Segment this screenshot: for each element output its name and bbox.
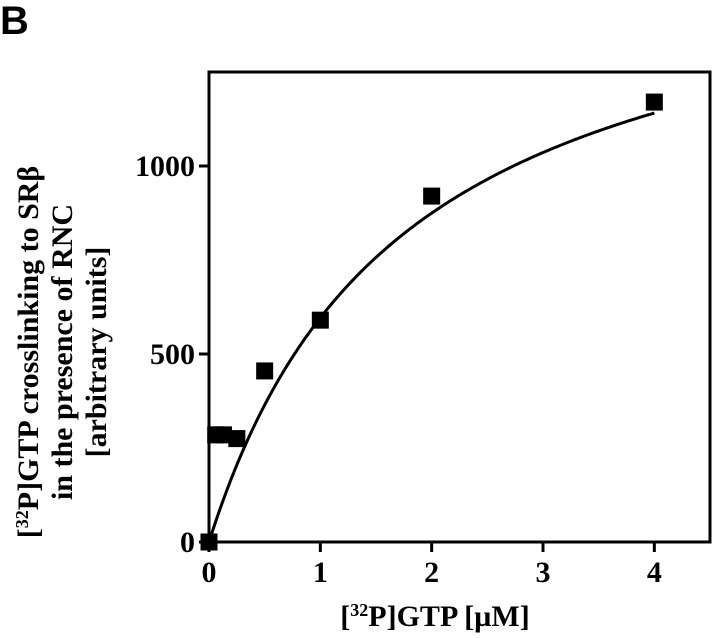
y-axis-label-line2: in the presence of RNC xyxy=(46,204,79,500)
data-point xyxy=(228,430,246,448)
y-axis-label-line3: [arbitrary units] xyxy=(80,247,113,458)
fit-curve xyxy=(207,111,655,543)
y-axis-label-line1: [32P]GTP crosslinking to SRβ xyxy=(12,166,45,538)
plot-area: 0 1 2 3 4 0 500 1000 xyxy=(135,70,712,589)
data-point xyxy=(311,311,329,329)
x-tick-label: 2 xyxy=(424,556,439,589)
data-point xyxy=(214,426,232,444)
data-point xyxy=(256,362,274,380)
x-axis-label: [32P]GTP [µM] xyxy=(340,600,529,633)
x-tick-label: 1 xyxy=(313,556,328,589)
plot-frame xyxy=(207,70,712,544)
y-tick-label: 1000 xyxy=(135,150,195,183)
x-tick-label: 4 xyxy=(647,556,662,589)
y-tick-label: 500 xyxy=(150,338,195,371)
data-point xyxy=(645,93,663,111)
x-tick-label: 0 xyxy=(202,556,217,589)
x-tick-label: 3 xyxy=(536,556,551,589)
data-point xyxy=(423,187,441,205)
y-axis-label: [32P]GTP crosslinking to SRβ in the pres… xyxy=(12,166,113,538)
y-tick-label: 0 xyxy=(180,526,195,559)
data-point xyxy=(200,533,218,551)
panel-label: B xyxy=(0,0,29,43)
